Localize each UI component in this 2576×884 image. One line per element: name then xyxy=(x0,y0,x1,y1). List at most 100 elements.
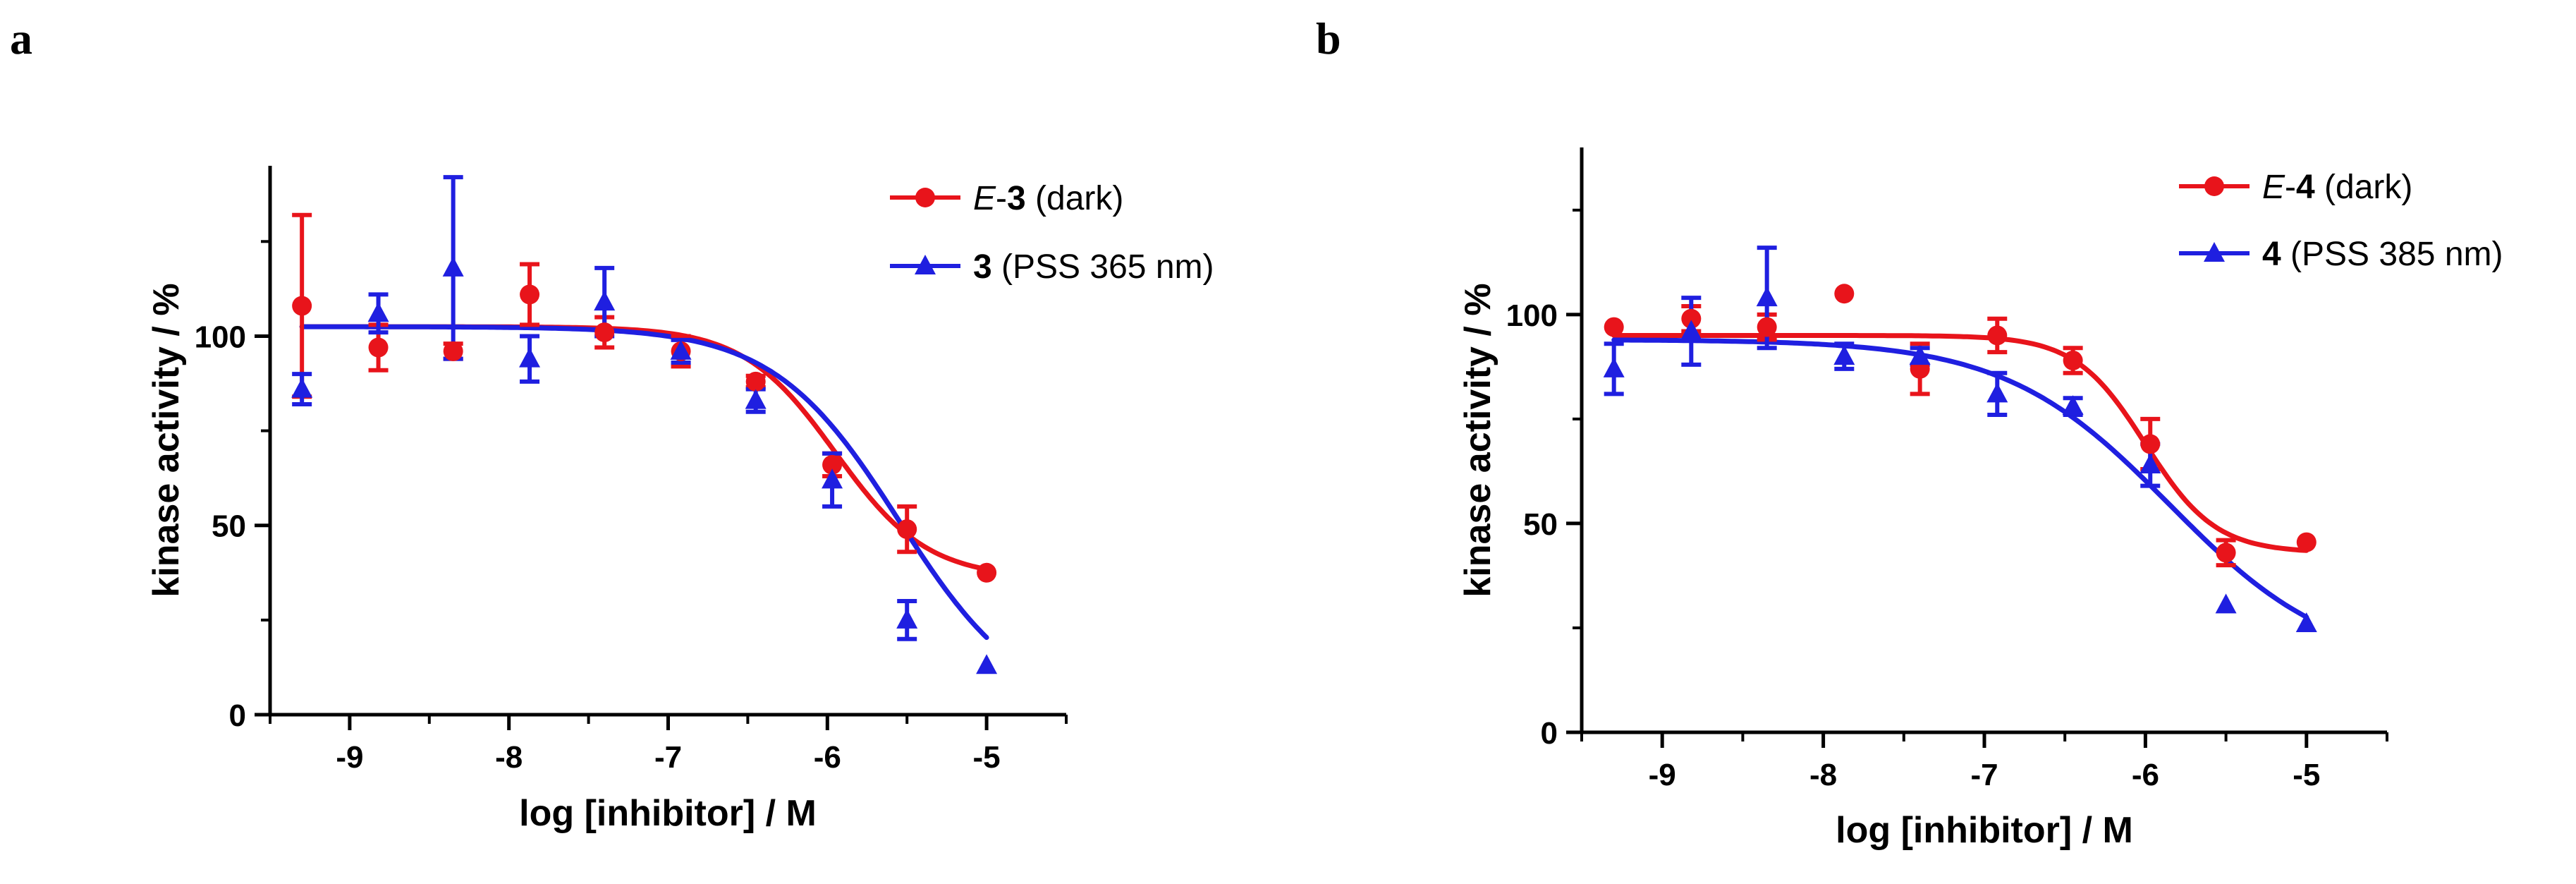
panel-a-fit-curves xyxy=(299,324,989,641)
panel-a-data-points xyxy=(291,256,998,674)
legend-3-label: 3 (PSS 365 nm) xyxy=(973,248,1214,286)
panel-b-series-1-point xyxy=(1834,284,1855,304)
panel-a-y-ticks: 0 50 100 xyxy=(195,240,270,733)
panel-b-data-points xyxy=(1603,284,2317,633)
panel-b-series-2-point xyxy=(2139,454,2161,474)
panel-b-y-tick-label: 100 xyxy=(1506,298,1558,333)
panel-a-error-bars xyxy=(292,175,917,641)
panel-a-series-1-point xyxy=(594,322,615,343)
panel-a-series-2-point xyxy=(896,608,918,629)
panel-b-series-1-point xyxy=(1681,308,1702,329)
panel-b-legend: E-4 (dark) 4 (PSS 385 nm) xyxy=(2179,169,2503,273)
panel-a-y-tick-label: 50 xyxy=(212,509,246,544)
panel-b-y-ticks: 0 50 100 xyxy=(1506,208,1582,751)
panel-a-x-tick-label: -8 xyxy=(495,740,523,775)
legend-e4-label: E-4 (dark) xyxy=(2262,169,2412,206)
legend-4-marker xyxy=(2204,242,2225,262)
panel-a-series-1-point xyxy=(292,296,312,316)
panel-a-series-2-point xyxy=(745,389,767,409)
panel-a-series-2-point xyxy=(670,339,692,360)
panel-b-series-2-point xyxy=(2215,593,2237,614)
panel-b-series-1-point xyxy=(2296,532,2316,552)
legend-e4-bold: 4 xyxy=(2296,169,2315,206)
panel-b-y-axis-label: kinase activity / % xyxy=(1458,283,1498,597)
panel-b-series-2-point xyxy=(1603,357,1625,377)
panel-a-series-1-point xyxy=(977,562,997,583)
panel-b-series-2-point xyxy=(1756,286,1778,307)
panel-b-x-tick-label: -9 xyxy=(1649,758,1676,792)
panel-b-series-2-point xyxy=(1909,345,1931,365)
panel-a-series-1-point xyxy=(897,519,917,540)
panel-a-series-2-point xyxy=(519,347,541,368)
panel-a-x-tick-label: -9 xyxy=(336,740,363,775)
legend-3-marker xyxy=(915,255,936,274)
legend-e4-marker xyxy=(2204,176,2224,196)
panel-a-y-tick-label: 0 xyxy=(229,698,246,733)
panel-b-series-2-point xyxy=(2295,612,2317,633)
legend-4-bold: 4 xyxy=(2262,236,2281,273)
panel-b-x-tick-label: -7 xyxy=(1970,758,1998,792)
panel-b-series-1-point xyxy=(1987,325,2008,346)
panel-b-fit-curves xyxy=(1611,333,2309,620)
panel-b-x-ticks: -9 -8 -7 -6 -5 xyxy=(1580,732,2388,792)
panel-b-series-1-point xyxy=(2140,434,2161,454)
panel-b-series-2-point xyxy=(2062,395,2084,416)
panel-b-y-tick-label: 0 xyxy=(1541,716,1558,751)
panel-a-series-1-point xyxy=(745,371,766,392)
panel-a-letter: a xyxy=(10,13,32,63)
legend-entry-e4-dark: E-4 (dark) xyxy=(2179,169,2412,206)
panel-a-x-tick-label: -7 xyxy=(654,740,682,775)
panel-b-series-1-fit-curve xyxy=(1611,333,2309,553)
panel-b-x-tick-label: -6 xyxy=(2132,758,2159,792)
panel-a-series-1-fit-curve xyxy=(299,324,989,572)
panel-a-series-2-point xyxy=(442,256,464,277)
legend-3-bold: 3 xyxy=(973,248,992,286)
panel-b-series-2-point xyxy=(1680,320,1702,340)
panel-b-series-1-point xyxy=(1757,317,1777,337)
legend-4-rest: (PSS 385 nm) xyxy=(2281,236,2503,273)
legend-e3-marker xyxy=(915,188,935,207)
panel-a-y-axis-label: kinase activity / % xyxy=(146,283,187,597)
panel-a-series-2-point xyxy=(367,302,389,322)
panel-b-series-2-point xyxy=(1986,382,2008,403)
panel-b-series-1-point xyxy=(2063,350,2083,370)
panel-b-error-bars xyxy=(1604,246,2236,568)
panel-b-letter: b xyxy=(1316,13,1341,63)
panel-b-x-tick-label: -8 xyxy=(1809,758,1837,792)
panel-a-x-tick-label: -6 xyxy=(814,740,841,775)
panel-a-series-2-point xyxy=(594,291,616,311)
panel-a-series-1-point xyxy=(822,454,843,475)
panel-a-series-2-point xyxy=(976,654,998,674)
panel-b-x-tick-label: -5 xyxy=(2293,758,2320,792)
panel-a-legend: E-3 (dark) 3 (PSS 365 nm) xyxy=(890,180,1214,286)
panel-a-x-ticks: -9 -8 -7 -6 -5 xyxy=(269,715,1068,775)
panel-a-x-axis-label: log [inhibitor] / M xyxy=(519,793,817,834)
legend-e3-italic: E xyxy=(973,180,996,217)
legend-entry-3-pss: 3 (PSS 365 nm) xyxy=(890,248,1214,286)
panel-a-x-tick-label: -5 xyxy=(973,740,1001,775)
panel-a-series-1-point xyxy=(368,337,389,358)
panel-a-series-1-point xyxy=(443,341,463,361)
panel-b-x-axis-label: log [inhibitor] / M xyxy=(1836,810,2133,851)
legend-e3-bold: 3 xyxy=(1007,180,1026,217)
panel-b-series-2-fit-curve xyxy=(1611,337,2309,620)
panel-a-series-1-point xyxy=(520,284,540,305)
panel-a-y-tick-label: 100 xyxy=(195,320,246,354)
legend-entry-4-pss: 4 (PSS 385 nm) xyxy=(2179,236,2503,273)
panel-a-series-2-fit-curve xyxy=(299,324,989,641)
legend-e3-rest: (dark) xyxy=(1026,180,1124,217)
panel-b-y-tick-label: 50 xyxy=(1523,507,1558,542)
panel-b-series-1-point xyxy=(1604,317,1624,337)
legend-e3-label: E-3 (dark) xyxy=(973,180,1123,217)
panel-b-series-1-point xyxy=(2216,543,2236,563)
legend-e4-rest: (dark) xyxy=(2315,169,2413,206)
legend-4-label: 4 (PSS 385 nm) xyxy=(2262,236,2503,273)
panel-b-series-2-point xyxy=(1833,345,1855,365)
legend-3-rest: (PSS 365 nm) xyxy=(992,248,1214,286)
panel-a-axes xyxy=(268,166,1066,717)
panel-a-series-2-point xyxy=(291,377,313,398)
panel-a-series-2-point xyxy=(822,468,843,489)
